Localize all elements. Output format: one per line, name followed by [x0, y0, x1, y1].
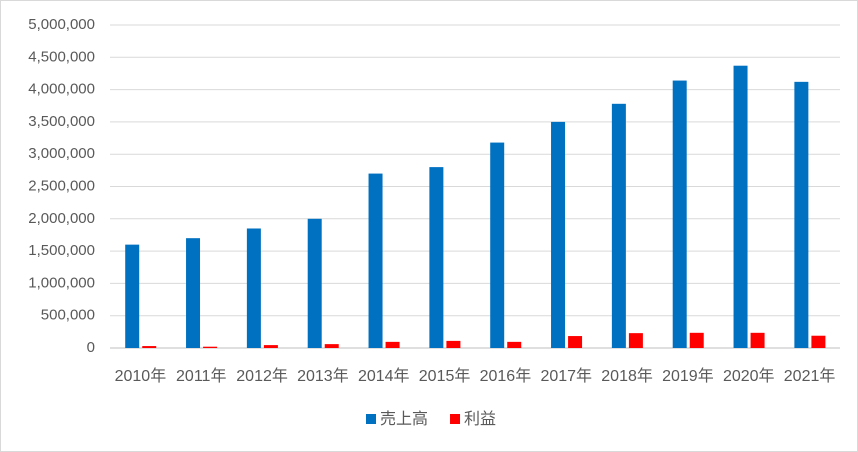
bar	[628, 333, 643, 348]
bar	[689, 332, 704, 348]
legend-label: 利益	[464, 410, 496, 428]
x-tick-label: 2012年	[236, 367, 288, 385]
legend-label: 売上高	[380, 410, 428, 428]
bar	[263, 345, 278, 348]
bar	[368, 173, 383, 348]
x-tick-label: 2018年	[601, 367, 653, 385]
legend-swatch	[450, 414, 461, 424]
y-tick-label: 3,000,000	[28, 145, 95, 162]
x-tick-label: 2020年	[723, 367, 775, 385]
bar	[246, 228, 261, 348]
y-tick-label: 4,500,000	[28, 48, 95, 65]
bar	[794, 81, 809, 349]
x-tick-label: 2010年	[115, 367, 167, 385]
bar	[203, 346, 218, 348]
bar	[186, 238, 201, 348]
x-tick-label: 2019年	[662, 367, 714, 385]
x-tick-label: 2016年	[480, 367, 532, 385]
y-tick-label: 4,000,000	[28, 81, 95, 98]
bar	[507, 341, 522, 348]
x-tick-label: 2021年	[784, 367, 836, 385]
y-tick-label: 2,000,000	[28, 210, 95, 227]
y-tick-label: 1,000,000	[28, 274, 95, 291]
y-tick-label: 5,000,000	[28, 16, 95, 33]
bar	[490, 142, 505, 348]
y-tick-label: 2,500,000	[28, 177, 95, 194]
bar	[733, 65, 748, 348]
bar	[307, 218, 322, 348]
bar	[568, 336, 583, 348]
bar	[611, 103, 626, 348]
y-tick-label: 500,000	[41, 307, 95, 324]
x-tick-label: 2013年	[297, 367, 349, 385]
bar	[672, 80, 687, 348]
x-tick-label: 2014年	[358, 367, 410, 385]
y-tick-label: 3,500,000	[28, 113, 95, 130]
bar	[446, 340, 461, 348]
legend-swatch	[366, 414, 376, 424]
y-tick-label: 1,500,000	[28, 242, 95, 259]
bar	[142, 346, 157, 348]
bar	[429, 167, 444, 348]
bar	[385, 341, 400, 348]
bar	[125, 244, 140, 348]
bar	[750, 332, 765, 348]
x-tick-label: 2015年	[419, 367, 471, 385]
bar	[811, 335, 826, 348]
y-tick-label: 0	[87, 339, 95, 356]
x-tick-label: 2017年	[540, 367, 592, 385]
x-tick-label: 2011年	[176, 367, 226, 385]
bar	[324, 344, 339, 348]
bar	[551, 121, 566, 349]
